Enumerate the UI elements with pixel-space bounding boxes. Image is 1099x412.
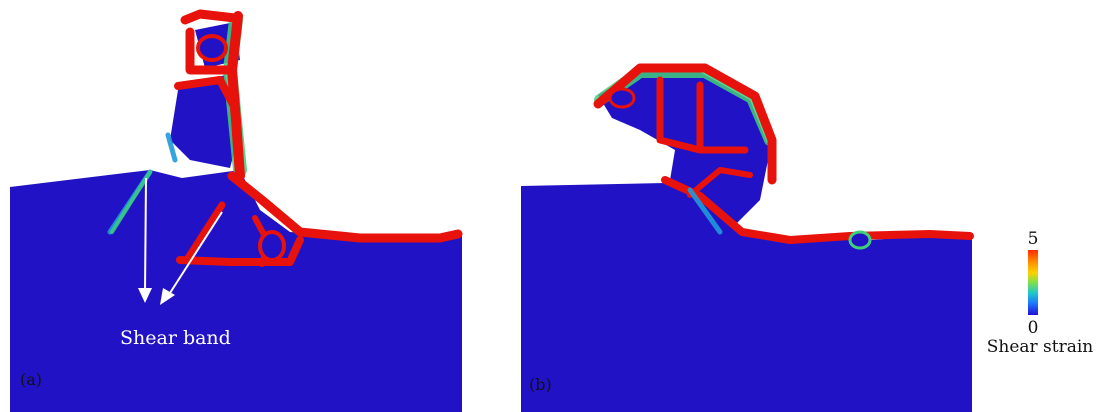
colorbar-title: Shear strain xyxy=(987,337,1094,357)
colorbar: 5 0 Shear strain xyxy=(987,229,1094,357)
panel-a-wedge xyxy=(185,200,275,262)
panel-a-strain-network xyxy=(107,9,463,267)
shear-band-annotation: Shear band xyxy=(120,177,231,349)
panel-b-material xyxy=(521,183,972,412)
panel-b-void xyxy=(848,230,872,250)
panel-b-void xyxy=(608,87,636,109)
shear-band-arrowhead-1 xyxy=(138,288,152,303)
panel-a-void xyxy=(196,34,228,62)
panel-a-label: (a) xyxy=(20,370,42,389)
colorbar-min-label: 0 xyxy=(1028,318,1039,338)
panel-b: (b) xyxy=(521,63,974,412)
shear-band-arrow-1 xyxy=(144,177,147,294)
panel-b-chip xyxy=(598,70,770,230)
panel-a-chip-block-upper xyxy=(170,75,240,168)
shear-band-arrow-2 xyxy=(169,211,223,294)
panel-a: (a) xyxy=(10,9,463,412)
panel-a-void xyxy=(258,230,286,262)
shear-band-arrowhead-2 xyxy=(160,288,175,305)
panel-b-label: (b) xyxy=(529,375,552,394)
colorbar-scale xyxy=(1028,250,1038,315)
panel-b-strain-network xyxy=(593,63,974,244)
shear-band-label: Shear band xyxy=(120,327,231,349)
colorbar-max-label: 5 xyxy=(1028,229,1039,249)
panel-a-material xyxy=(10,170,462,412)
